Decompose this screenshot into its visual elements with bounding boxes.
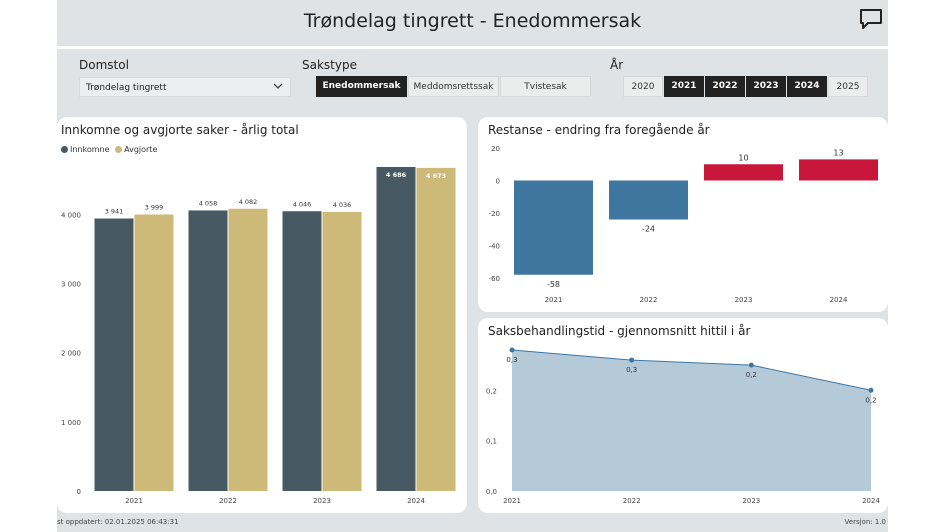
bar-avgjorte (322, 211, 362, 491)
innkomne-avgjorte-title: Innkomne og avgjorte saker - årlig total (61, 123, 299, 137)
restanse-panel: Restanse - endring fra foregående år -60… (478, 117, 888, 312)
data-label: 4 673 (426, 172, 446, 180)
data-label: 4 058 (199, 199, 218, 207)
y-tick-label: -20 (489, 210, 500, 218)
year-option-2023[interactable]: 2023 (746, 76, 786, 97)
year-option-2022[interactable]: 2022 (705, 76, 745, 97)
chevron-down-icon (273, 83, 283, 89)
data-label: 0,3 (626, 366, 637, 374)
data-label: 4 036 (333, 201, 352, 209)
data-label: 3 999 (145, 204, 164, 212)
data-point (509, 347, 515, 353)
x-tick-label: 2021 (125, 497, 143, 505)
x-tick-label: 2022 (640, 296, 658, 304)
x-tick-label: 2023 (313, 497, 331, 505)
y-tick-label: -60 (489, 275, 500, 283)
x-tick-label: 2023 (735, 296, 753, 304)
x-tick-label: 2023 (742, 497, 760, 505)
filter-bar: Domstol Trøndelag tingrett Sakstype Ened… (57, 49, 888, 107)
x-tick-label: 2024 (862, 497, 880, 505)
y-tick-label: 0,1 (486, 438, 497, 446)
innkomne-avgjorte-chart: 0 1 000 2 000 3 000 4 000 3 941 3 999 2021 4 058… (61, 167, 456, 505)
sakstype-option-enedommersak[interactable]: Enedommersak (316, 76, 407, 97)
y-tick-label: 0,2 (486, 387, 497, 395)
y-tick-label: 0 (496, 178, 500, 186)
x-tick-label: 2021 (545, 296, 563, 304)
data-label: 4 082 (239, 198, 258, 206)
legend-swatch-innkomne (61, 146, 68, 153)
y-tick-label: 0 (77, 488, 81, 496)
y-tick-label: 3 000 (61, 281, 81, 289)
year-option-2024[interactable]: 2024 (787, 76, 827, 97)
report-canvas: Trøndelag tingrett - Enedommersak Domsto… (57, 0, 888, 532)
saksbehandlingstid-chart: 0,0 0,1 0,2 0,3 2021 0,3 2022 0,2 2023 0,2 2024 (486, 347, 880, 505)
bar-innkomne (188, 210, 228, 491)
legend-swatch-avgjorte (115, 146, 123, 153)
data-point (629, 357, 635, 363)
x-tick-label: 2022 (623, 497, 641, 505)
y-tick-label: 1 000 (61, 419, 81, 427)
bar-avgjorte (134, 214, 174, 491)
saksbehandlingstid-panel: Saksbehandlingstid - gjennomsnitt hittil… (478, 318, 888, 513)
legend-label-avgjorte: Avgjorte (124, 145, 158, 154)
bar-avgjorte (416, 167, 456, 491)
data-label: 13 (833, 148, 843, 157)
data-label: 0,3 (506, 356, 517, 364)
data-label: -24 (642, 225, 655, 234)
saksbehandlingstid-title: Saksbehandlingstid - gjennomsnitt hittil… (488, 324, 751, 338)
data-label: 4 686 (386, 171, 407, 179)
last-updated-text: st oppdatert: 02.01.2025 06:43:31 (57, 518, 179, 526)
area-fill (512, 350, 871, 491)
domstol-label: Domstol (79, 58, 129, 72)
x-tick-label: 2024 (407, 497, 425, 505)
bar-negative (514, 180, 593, 275)
comment-icon[interactable] (859, 8, 883, 30)
y-tick-label: 0,0 (486, 488, 497, 496)
bar-positive (704, 164, 783, 181)
data-label: 0,2 (865, 396, 876, 404)
domstol-dropdown[interactable]: Trøndelag tingrett (79, 77, 291, 97)
y-tick-label: -40 (489, 243, 500, 251)
legend-label-innkomne: Innkomne (70, 145, 110, 154)
data-label: 0,2 (746, 371, 757, 379)
bar-negative (609, 180, 688, 220)
chart-legend: Innkomne Avgjorte (61, 145, 157, 154)
header-divider (57, 46, 888, 49)
bar-innkomne (376, 167, 416, 491)
bar-avgjorte (228, 208, 268, 491)
bar-positive (799, 159, 878, 181)
aar-label: År (610, 58, 624, 72)
y-tick-label: 4 000 (61, 211, 81, 219)
sakstype-label: Sakstype (302, 58, 357, 72)
area-line (511, 349, 872, 391)
domstol-value: Trøndelag tingrett (86, 83, 167, 93)
data-label: 10 (738, 153, 748, 162)
report-header: Trøndelag tingrett - Enedommersak (57, 0, 888, 46)
data-label: 3 941 (105, 208, 124, 216)
year-option-2025[interactable]: 2025 (828, 76, 868, 97)
x-tick-label: 2024 (830, 296, 848, 304)
data-label: -58 (547, 280, 560, 289)
restanse-title: Restanse - endring fra foregående år (488, 123, 710, 137)
innkomne-avgjorte-panel: Innkomne og avgjorte saker - årlig total… (57, 117, 467, 513)
y-tick-label: 2 000 (61, 350, 81, 358)
y-tick-label: 20 (491, 145, 500, 153)
data-label: 4 046 (293, 200, 312, 208)
restanse-chart: -60 -40 -20 0 20 -58 2021 -24 2022 10 2023 13 2024 (489, 145, 878, 304)
bar-innkomne (94, 218, 134, 491)
bar-innkomne (282, 211, 322, 491)
data-point (748, 362, 754, 368)
sakstype-option-tvistesak[interactable]: Tvistesak (500, 76, 591, 97)
version-text: Versjon: 1.0 (844, 518, 886, 526)
page-title: Trøndelag tingrett - Enedommersak (303, 10, 642, 32)
sakstype-option-meddomsrettssak[interactable]: Meddomsrettssak (408, 76, 499, 97)
year-option-2021[interactable]: 2021 (664, 76, 704, 97)
data-point (868, 387, 874, 393)
year-option-2020[interactable]: 2020 (623, 76, 663, 97)
x-tick-label: 2022 (219, 497, 237, 505)
x-tick-label: 2021 (503, 497, 521, 505)
